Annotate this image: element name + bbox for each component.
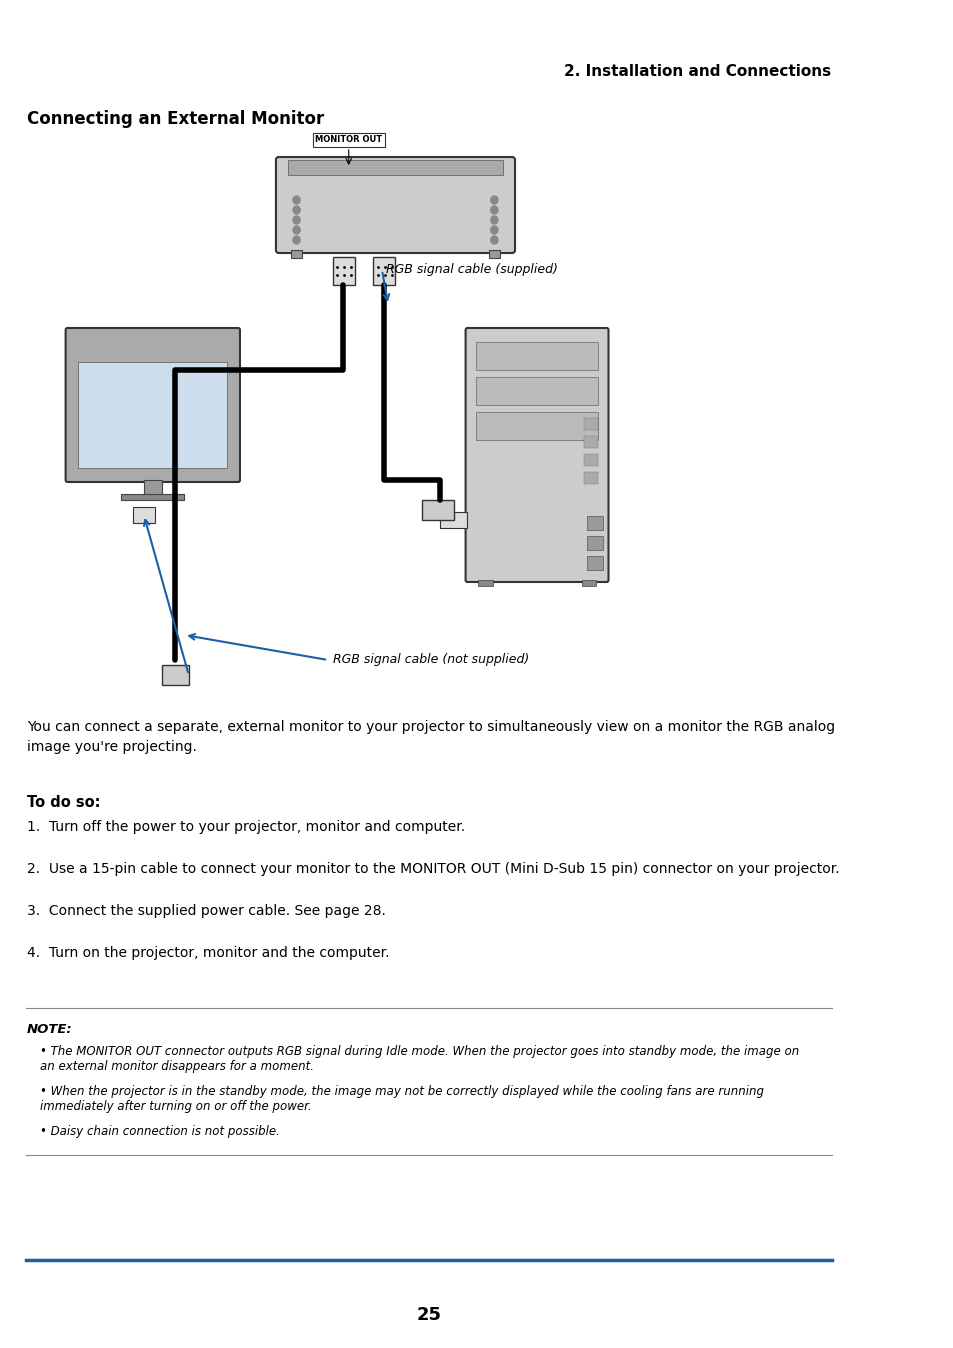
Circle shape xyxy=(490,226,497,235)
Bar xyxy=(78,363,227,468)
Text: Connecting an External Monitor: Connecting an External Monitor xyxy=(27,111,324,128)
Text: 4.  Turn on the projector, monitor and the computer.: 4. Turn on the projector, monitor and th… xyxy=(27,946,389,960)
Text: 1.  Turn off the power to your projector, monitor and computer.: 1. Turn off the power to your projector,… xyxy=(27,820,465,834)
Text: You can connect a separate, external monitor to your projector to simultaneously: You can connect a separate, external mon… xyxy=(27,720,834,754)
Text: 2. Installation and Connections: 2. Installation and Connections xyxy=(563,65,830,80)
FancyBboxPatch shape xyxy=(275,156,515,253)
Text: • Daisy chain connection is not possible.: • Daisy chain connection is not possible… xyxy=(40,1126,280,1138)
Text: 2.  Use a 15-pin cable to connect your monitor to the MONITOR OUT (Mini D-Sub 15: 2. Use a 15-pin cable to connect your mo… xyxy=(27,861,839,876)
Bar xyxy=(476,377,598,404)
Bar xyxy=(313,133,384,147)
FancyBboxPatch shape xyxy=(66,328,240,483)
Bar xyxy=(586,537,602,550)
Circle shape xyxy=(490,195,497,204)
Circle shape xyxy=(293,195,300,204)
Bar xyxy=(162,665,189,685)
Bar xyxy=(422,500,454,520)
Text: MONITOR OUT: MONITOR OUT xyxy=(314,136,382,144)
Text: • The MONITOR OUT connector outputs RGB signal during Idle mode. When the projec: • The MONITOR OUT connector outputs RGB … xyxy=(40,1045,799,1073)
Bar xyxy=(586,516,602,530)
Text: • When the projector is in the standby mode, the image may not be correctly disp: • When the projector is in the standby m… xyxy=(40,1085,763,1113)
Circle shape xyxy=(490,206,497,214)
Bar xyxy=(291,249,302,257)
Bar xyxy=(476,342,598,369)
Bar xyxy=(440,512,467,528)
Bar xyxy=(586,555,602,570)
Bar xyxy=(489,249,499,257)
FancyBboxPatch shape xyxy=(465,328,608,582)
Text: NOTE:: NOTE: xyxy=(27,1023,72,1037)
Circle shape xyxy=(490,236,497,244)
Bar xyxy=(583,454,598,466)
Bar xyxy=(287,160,503,175)
Bar xyxy=(581,580,596,586)
Bar xyxy=(476,412,598,439)
Bar xyxy=(477,580,492,586)
Bar xyxy=(583,472,598,484)
Circle shape xyxy=(490,216,497,224)
Circle shape xyxy=(293,206,300,214)
Bar xyxy=(583,435,598,448)
Circle shape xyxy=(293,236,300,244)
Text: To do so:: To do so: xyxy=(27,795,100,810)
Text: RGB signal cable (not supplied): RGB signal cable (not supplied) xyxy=(333,654,528,666)
Bar xyxy=(144,480,162,495)
Bar xyxy=(121,493,184,500)
Circle shape xyxy=(293,216,300,224)
Circle shape xyxy=(293,226,300,235)
Bar xyxy=(583,418,598,430)
Bar xyxy=(132,507,154,523)
Bar xyxy=(333,257,355,284)
Text: 3.  Connect the supplied power cable. See page 28.: 3. Connect the supplied power cable. See… xyxy=(27,905,385,918)
Text: 25: 25 xyxy=(416,1306,441,1324)
Bar xyxy=(373,257,395,284)
Text: RGB signal cable (supplied): RGB signal cable (supplied) xyxy=(386,263,558,276)
